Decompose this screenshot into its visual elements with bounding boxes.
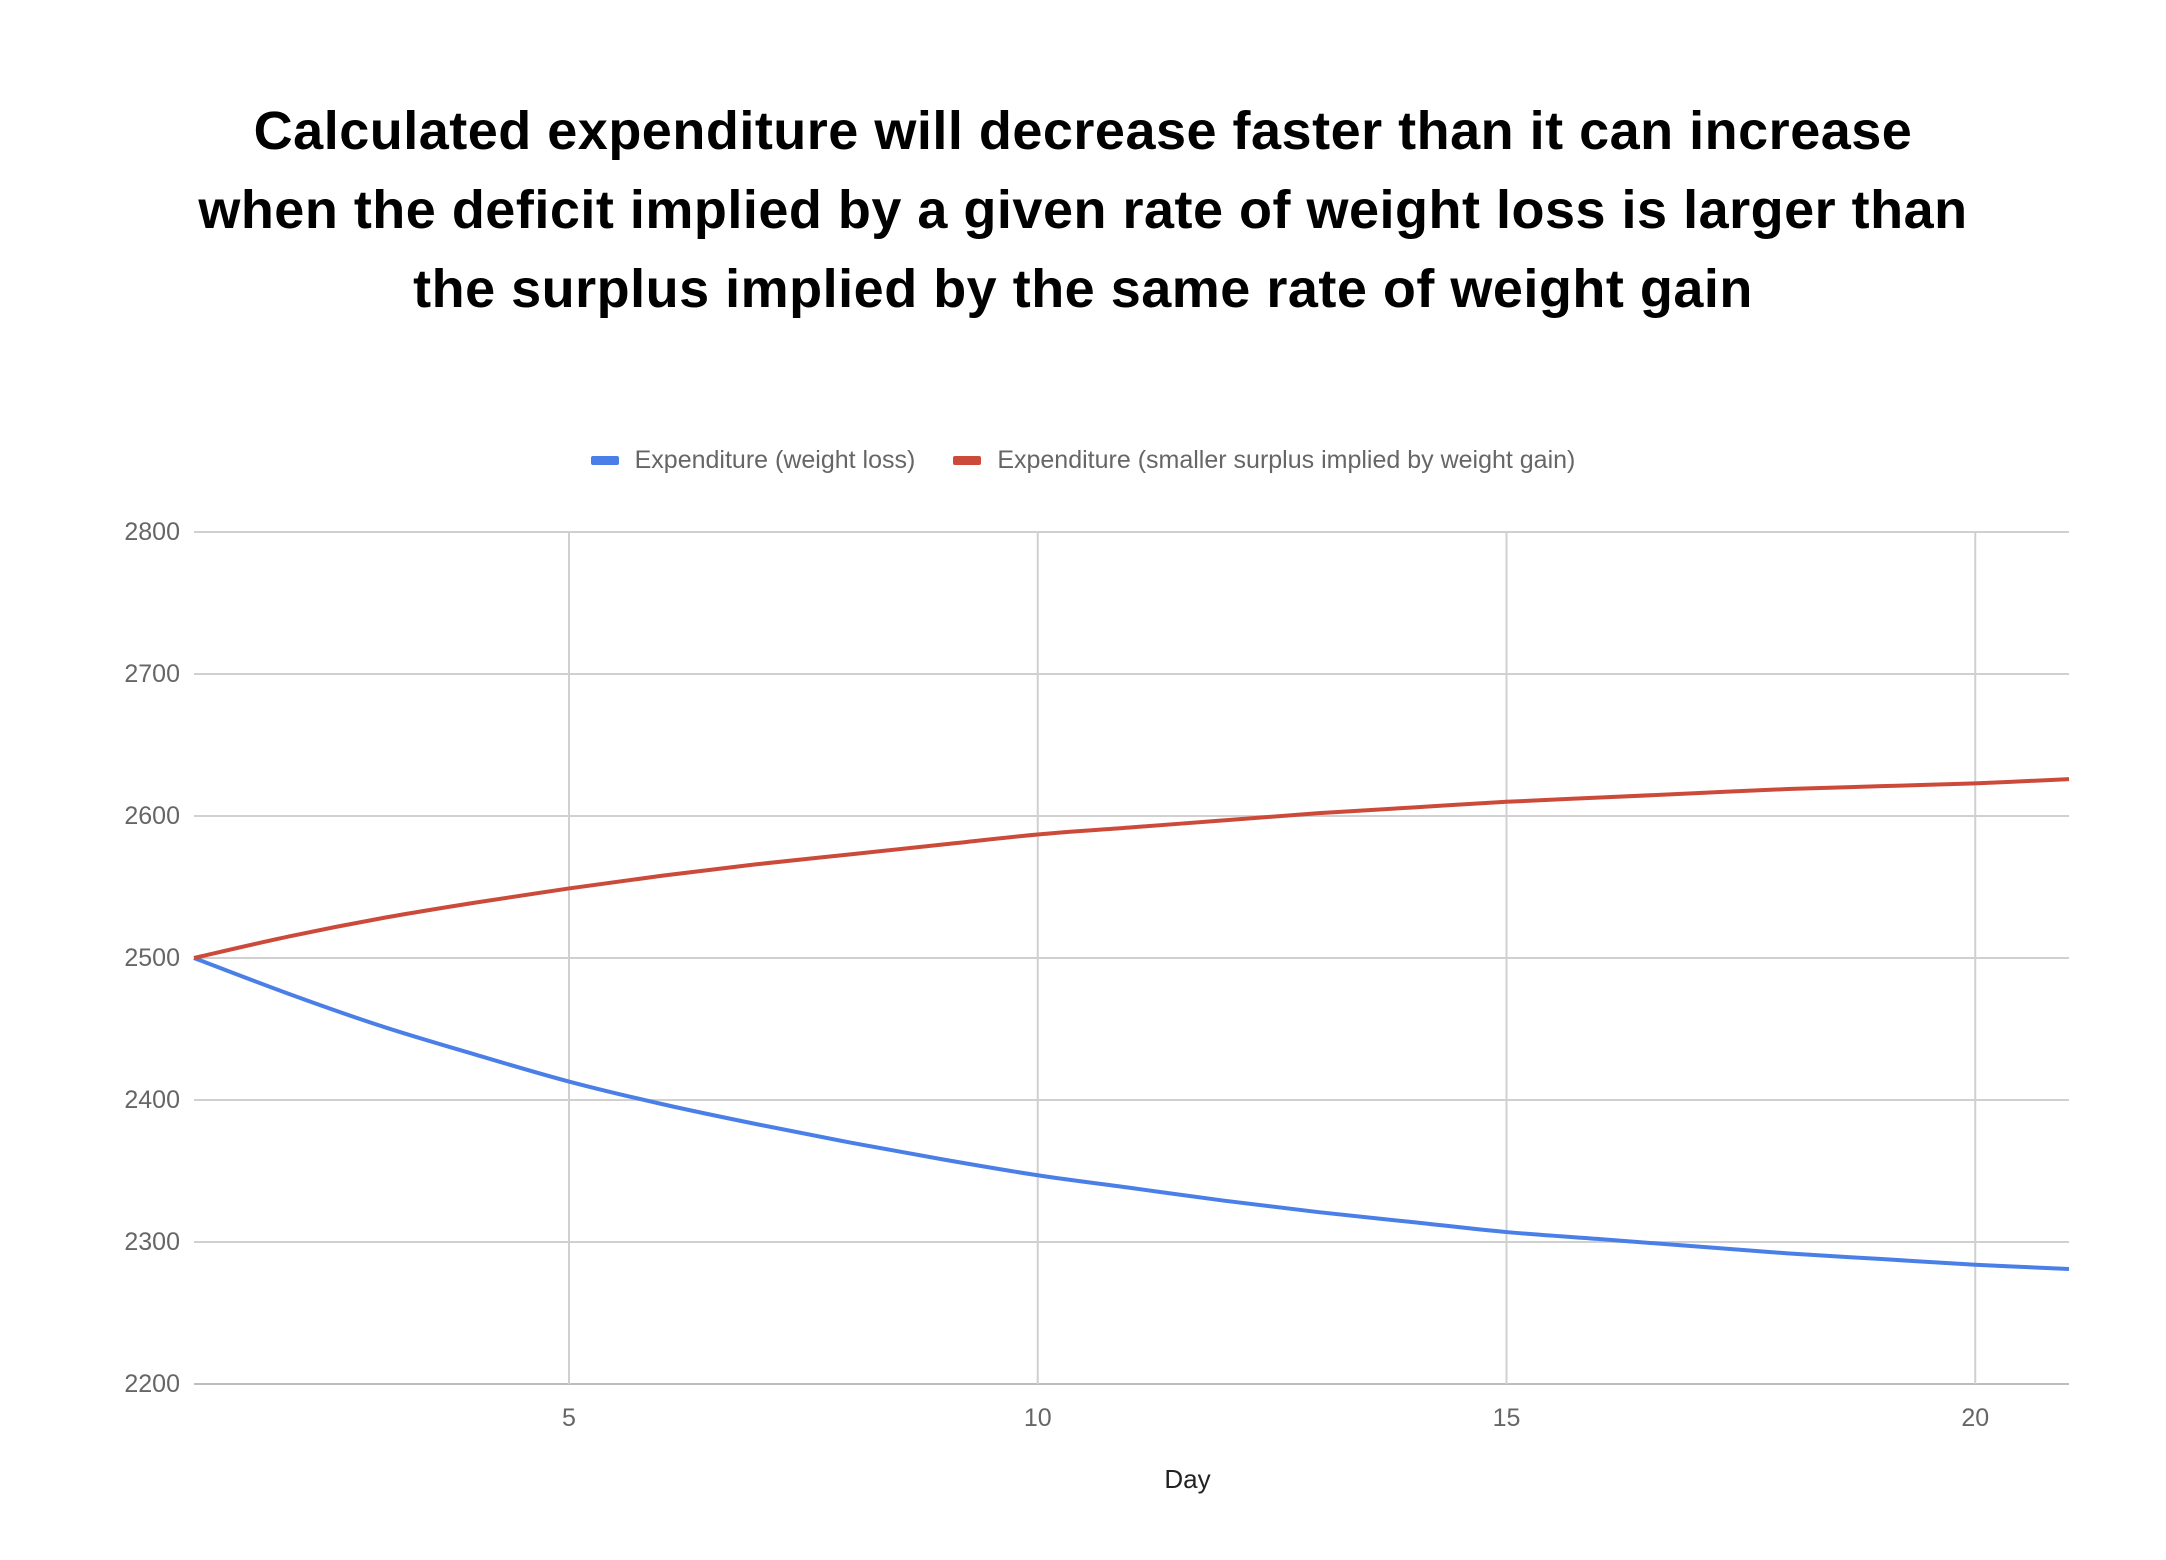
y-tick-label: 2800 [124,518,180,546]
y-tick-label: 2700 [124,660,180,688]
chart-title-line: when the deficit implied by a given rate… [198,180,1968,240]
chart-title-line: Calculated expenditure will decrease fas… [253,101,1913,161]
legend-label: Expenditure (weight loss) [634,446,916,474]
legend-swatch [590,456,619,465]
y-tick-label: 2300 [124,1228,180,1256]
x-tick-label: 10 [1024,1404,1052,1432]
chart-title: Calculated expenditure will decrease fas… [0,92,2166,329]
x-tick-label: 15 [1493,1404,1521,1432]
chart-title-line: the surplus implied by the same rate of … [413,259,1753,319]
legend: Expenditure (weight loss) Expenditure (s… [0,446,2166,475]
legend-label: Expenditure (smaller surplus implied by … [997,446,1576,474]
series-line-0 [193,956,2070,1271]
y-tick-label: 2200 [124,1370,180,1398]
series-line-1 [193,777,2070,960]
x-tick-label: 20 [1961,1404,1989,1432]
x-tick-label: 5 [562,1404,576,1432]
y-tick-label: 2400 [124,1086,180,1114]
legend-item-weight-loss: Expenditure (weight loss) [590,446,916,475]
y-tick-label: 2500 [124,944,180,972]
y-tick-label: 2600 [124,802,180,830]
legend-swatch [953,456,982,465]
legend-item-weight-gain: Expenditure (smaller surplus implied by … [953,446,1575,475]
x-axis-label: Day [1164,1464,1210,1494]
